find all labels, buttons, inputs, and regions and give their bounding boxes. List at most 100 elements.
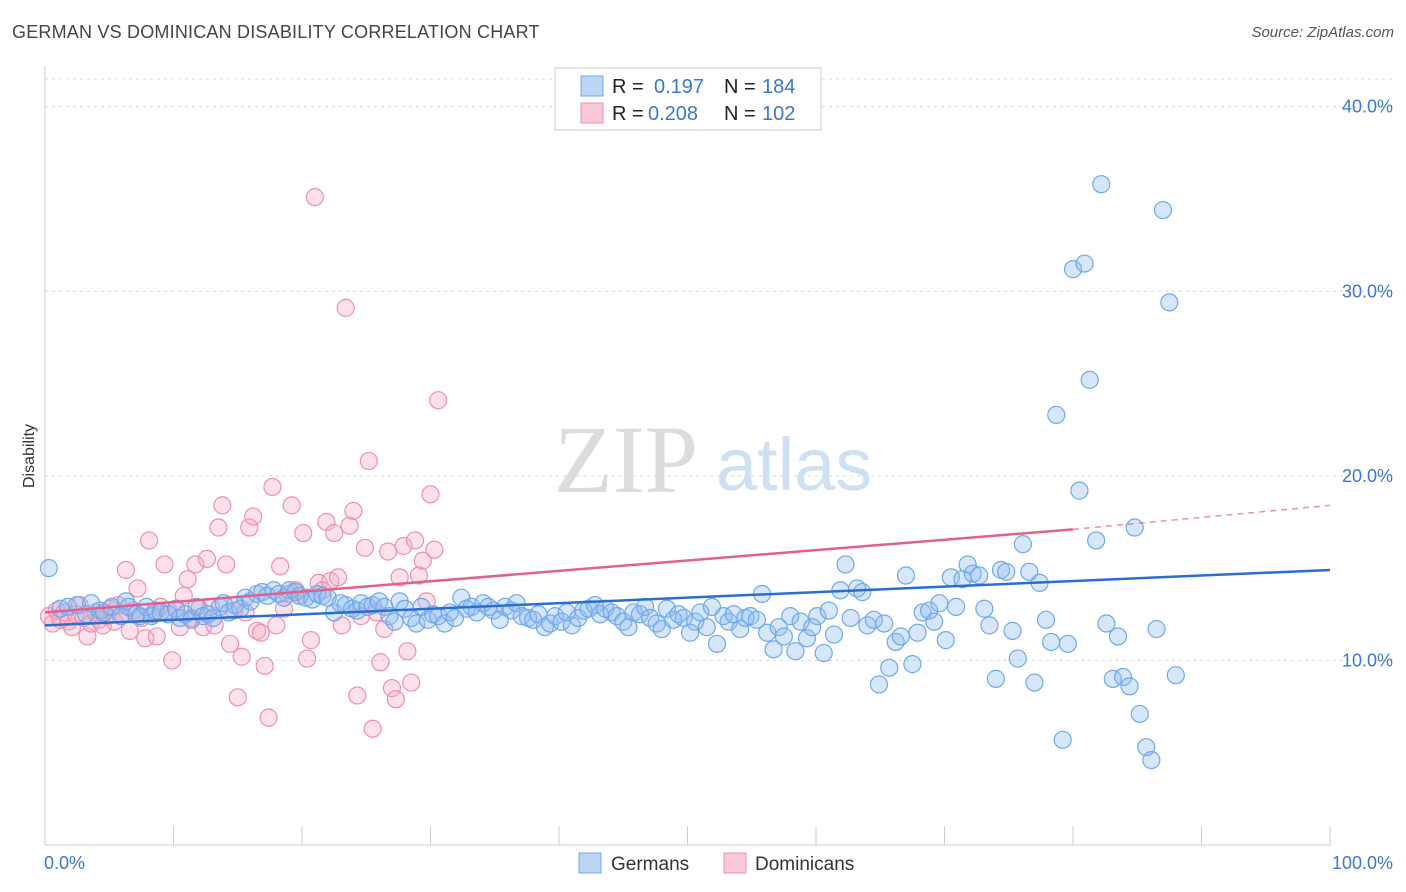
germans-point-137 — [819, 601, 838, 620]
dominicans-point-45 — [213, 496, 232, 515]
germans-point-189 — [1108, 627, 1128, 646]
y-axis-title: Disability — [21, 424, 38, 488]
germans-point-130 — [781, 607, 800, 626]
germans-point-180 — [1058, 634, 1077, 653]
germans-point-141 — [841, 608, 860, 628]
y-tick-label-2: 30.0% — [1342, 281, 1393, 301]
dominicans-point-88 — [378, 542, 398, 561]
germans-point-124 — [747, 610, 766, 629]
germans-point-196 — [1147, 619, 1166, 639]
germans-point-63 — [407, 614, 426, 633]
germans-point-134 — [803, 618, 822, 637]
germans-point-112 — [680, 623, 700, 642]
trend-lines — [44, 504, 1331, 627]
source-label: Source: ZipAtlas.com — [1251, 24, 1394, 41]
dominicans-point-53 — [244, 507, 263, 526]
germans-point-145 — [864, 610, 883, 629]
dominicans-point-20 — [116, 560, 136, 580]
dominicans-point-32 — [163, 651, 182, 670]
germans-point-152 — [903, 655, 922, 674]
germans-point-127 — [764, 640, 783, 659]
dominicans-point-91 — [390, 568, 409, 587]
dominicans-point-96 — [409, 566, 429, 585]
dominicans-point-75 — [328, 568, 348, 587]
germans-point-186 — [1092, 175, 1111, 194]
germans-point-174 — [1025, 673, 1044, 692]
germans-point-167 — [986, 669, 1006, 688]
germans-point-140 — [836, 555, 855, 574]
dominicans-point-46 — [217, 555, 236, 574]
germans-point-40 — [280, 581, 299, 600]
dominicans-point-63 — [282, 496, 301, 515]
germans-point-192 — [1125, 518, 1144, 537]
watermark-zip: ZIP — [554, 406, 698, 513]
germans-point-138 — [824, 625, 844, 644]
germans-point-198 — [1160, 293, 1179, 312]
legend-r-label-1: R = — [612, 76, 644, 98]
legend: R = 0.197 N = 184 R = 0.208 N = 102 — [554, 67, 822, 131]
germans-point-146 — [869, 675, 889, 694]
germans-point-176 — [1036, 610, 1056, 629]
germans-point-151 — [896, 566, 916, 585]
germans-point-178 — [1047, 405, 1066, 425]
germans-point-163 — [963, 564, 982, 583]
dominicans-point-89 — [382, 679, 402, 698]
dominicans-point-66 — [294, 523, 313, 543]
germans-point-190 — [1114, 667, 1133, 687]
germans-point-185 — [1087, 531, 1106, 550]
dominicans-point-36 — [178, 570, 197, 589]
germans-point-133 — [797, 629, 817, 648]
germans-point-183 — [1075, 254, 1094, 273]
bottom-legend: Germans Dominicans — [578, 852, 854, 875]
germans-point-181 — [1063, 260, 1083, 279]
bottom-legend-dominicans: Dominicans — [755, 854, 854, 875]
dominicans-point-38 — [186, 555, 205, 574]
germans-point-172 — [1013, 535, 1032, 554]
y-tick-label-0: 10.0% — [1342, 650, 1393, 670]
bottom-legend-germans: Germans — [611, 854, 689, 875]
germans-point-160 — [946, 597, 966, 616]
germans-point-177 — [1042, 632, 1061, 652]
dominicans-point-55 — [251, 623, 270, 642]
dominicans-point-58 — [263, 477, 282, 497]
germans-point-156 — [925, 612, 944, 631]
dominicans-point-74 — [325, 523, 344, 543]
germans-point-171 — [1008, 649, 1027, 668]
dominicans-point-49 — [228, 688, 247, 707]
germans-point-150 — [891, 627, 910, 646]
germans-point-102 — [624, 603, 643, 622]
germans-point-108 — [657, 599, 677, 618]
legend-n-label-2: N = — [724, 103, 756, 125]
dominicans-point-67 — [298, 649, 317, 668]
germans-point-148 — [880, 658, 899, 677]
germans-point-184 — [1080, 370, 1099, 389]
dominicans-point-44 — [209, 518, 228, 537]
dominicans-point-86 — [371, 653, 390, 672]
dominicans-trend-extension — [1072, 504, 1331, 531]
germans-point-100 — [614, 612, 633, 631]
germans-point-149 — [886, 632, 905, 652]
dominicans-point-79 — [344, 501, 363, 521]
germans-point-121 — [731, 619, 750, 639]
x-tick-label-0: 0.0% — [44, 853, 85, 873]
dominicans-point-56 — [255, 656, 274, 676]
germans-point-0 — [39, 559, 58, 578]
dominicans-point-68 — [301, 631, 321, 650]
germans-point-170 — [1003, 621, 1022, 640]
dominicans-point-99 — [421, 485, 440, 504]
germans-trend-line — [44, 568, 1331, 627]
bottom-swatch-dominicans — [723, 852, 747, 874]
germans-point-195 — [1142, 750, 1161, 770]
dominicans-points — [39, 188, 448, 738]
germans-point-68 — [435, 614, 454, 633]
legend-n-label-1: N = — [724, 76, 756, 98]
germans-point-132 — [791, 612, 810, 631]
germans-point-165 — [975, 599, 994, 618]
germans-point-166 — [980, 616, 999, 635]
dominicans-point-90 — [386, 690, 405, 709]
germans-point-117 — [707, 634, 727, 653]
dominicans-point-78 — [340, 516, 359, 535]
dominicans-point-23 — [128, 579, 147, 598]
germans-point-173 — [1020, 562, 1039, 581]
